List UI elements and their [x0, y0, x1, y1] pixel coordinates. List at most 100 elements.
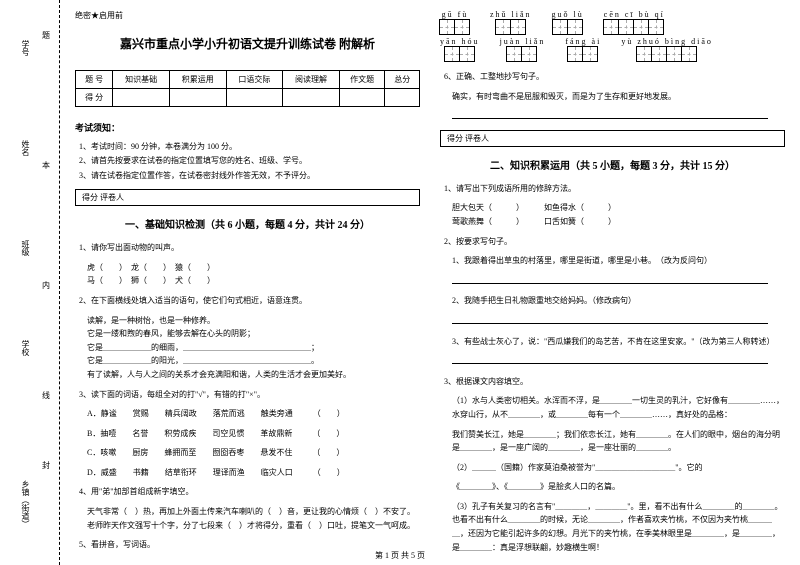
pinyin-section: gū fù zhǔ liǎn guǒ lù cēn cī bù qí yān hóu j…: [440, 10, 785, 64]
zone-label: 内: [42, 280, 50, 291]
char-boxes: [637, 46, 697, 62]
right-column: gū fù zhǔ liǎn guǒ lù cēn cī bù qí yān hóu j…: [440, 10, 785, 555]
answer-line: [440, 354, 785, 369]
pinyin-block: zhǔ liǎn: [490, 10, 532, 35]
s2q3-2: 我们赞美长江，她是＿＿＿＿；我们依恋长江，她有＿＿＿＿。在人们的眼中，烟台的海分…: [440, 428, 785, 455]
table-row: 题 号 知识基础 积累运用 口语交际 阅读理解 作文题 总分: [76, 71, 420, 89]
q3-row: B．抽噎 名誉 积劳成疾 司空见惯 革故鼎新 （ ）: [75, 427, 420, 441]
char-box: [521, 46, 537, 62]
q3-row: C．咳嗽 厨房 蜂拥而至 囫囵吞枣 悬发不住 （ ）: [75, 446, 420, 460]
main-content: 绝密★启用前 嘉兴市重点小学小升初语文提升训练试卷 附解析 题 号 知识基础 积…: [60, 0, 800, 565]
th: 知识基础: [113, 71, 170, 89]
char-box: [454, 19, 470, 35]
pinyin-text: juàn liǎn: [500, 37, 546, 46]
side-label-class: 班级: [20, 240, 31, 256]
pinyin-text: cēn cī bù qí: [604, 10, 665, 19]
s2q3-1: （1）水与人类密切相关。水浑而不浮，是＿＿＿＿一切生灵的乳汁，它好像有＿＿＿＿……: [440, 394, 785, 421]
answer-line: [440, 314, 785, 329]
page-footer: 第 1 页 共 5 页: [0, 550, 800, 561]
s2q3-3: （2）＿＿＿（国籍）作家莫泊桑被誉为"＿＿＿＿＿＿＿＿＿＿"。它的: [440, 461, 785, 475]
zone-label: 线: [42, 390, 50, 401]
side-label-school: 学校: [20, 340, 31, 356]
char-boxes: [568, 46, 598, 62]
notice-item: 2、请首先按要求在试卷的指定位置填写您的姓名、班级、学号。: [79, 154, 420, 168]
side-binding-area: 学号 题 姓名 本 班级 内 学校 线 乡镇（街道） 封: [0, 0, 60, 565]
char-boxes: [604, 19, 664, 35]
s2q3-5: （3）孔子有关复习的名言有"＿＿＿＿，＿＿＿＿"。里，看不出有什么＿＿＿＿的＿＿…: [440, 500, 785, 554]
pinyin-text: fáng ài: [565, 37, 601, 46]
s2q2: 2、按要求写句子。: [440, 235, 785, 249]
zone-label: 封: [42, 460, 50, 471]
notice-item: 1、考试时间：90 分钟，本卷满分为 100 分。: [79, 140, 420, 154]
pinyin-text: guǒ lù: [552, 10, 584, 19]
exam-title: 嘉兴市重点小学小升初语文提升训练试卷 附解析: [75, 35, 420, 52]
s2q1-items: 胆大包天（ ） 如鱼得水（ ） 莺歌燕舞（ ） 口舌如簧（ ）: [440, 201, 785, 228]
confidential-tag: 绝密★启用前: [75, 10, 420, 21]
s2q3: 3、根据课文内容填空。: [440, 375, 785, 389]
pinyin-row: yān hóu juàn liǎn fáng ài yù zhuó bìng diāo: [440, 37, 785, 62]
side-label-name: 姓名: [20, 140, 31, 156]
notice-head: 考试须知：: [75, 121, 420, 134]
char-box: [633, 19, 649, 35]
q3: 3、读下面的词语，每组全对的打"√"，有错的打"×"。: [75, 388, 420, 402]
char-box: [552, 19, 568, 35]
q1: 1、请你写出面动物的叫声。: [75, 241, 420, 255]
table-row: 得 分: [76, 89, 420, 107]
left-column: 绝密★启用前 嘉兴市重点小学小升初语文提升训练试卷 附解析 题 号 知识基础 积…: [75, 10, 420, 555]
section1-title: 一、基础知识检测（共 6 小题，每题 4 分，共计 24 分）: [75, 216, 420, 231]
zone-label: 本: [42, 160, 50, 171]
char-box: [666, 46, 682, 62]
notice-list: 1、考试时间：90 分钟，本卷满分为 100 分。 2、请首先按要求在试卷的指定…: [75, 140, 420, 183]
th: 口语交际: [226, 71, 283, 89]
char-box: [681, 46, 697, 62]
score-table: 题 号 知识基础 积累运用 口语交际 阅读理解 作文题 总分 得 分: [75, 70, 420, 107]
q4-text: 天气非常（ ）热，再加上外面土传来汽车喇叭的（ ）音，更让我的心情烦（ ）不安了…: [75, 505, 420, 532]
q2: 2、在下面横线处填入适当的语句，使它们句式相近，语意连贯。: [75, 294, 420, 308]
char-box: [618, 19, 634, 35]
pinyin-block: yù zhuó bìng diāo: [621, 37, 713, 62]
char-box: [459, 46, 475, 62]
side-label-id: 学号: [20, 40, 31, 56]
char-box: [506, 46, 522, 62]
char-boxes: [445, 46, 475, 62]
char-box: [439, 19, 455, 35]
pinyin-text: yù zhuó bìng diāo: [621, 37, 713, 46]
pinyin-text: gū fù: [442, 10, 469, 19]
pinyin-block: fáng ài: [565, 37, 601, 62]
s2q2b: 2、我随手把生日礼物跟重地交给妈妈。（修改病句）: [440, 294, 785, 308]
side-label-town: 乡镇（街道）: [20, 480, 31, 528]
pinyin-block: cēn cī bù qí: [604, 10, 665, 35]
q3-row: A．静谧 赏赐 精兵阔政 落荒而逃 触类旁通 （ ）: [75, 407, 420, 421]
s2q2a: 1、我跟着得出草虫的村落里，哪里是街道，哪里是小巷。 （改为反问句）: [440, 254, 785, 268]
char-boxes: [553, 19, 583, 35]
q6-text: 确实，有时弯曲不是屈服和毁灭，而是为了生存和更好地发展。: [440, 90, 785, 104]
char-box: [567, 19, 583, 35]
q3-row: D．威盛 书籍 结草衔环 理译而渔 临灾人口 （ ）: [75, 466, 420, 480]
q2-text: 读解，是一种树怡，也是一种修养。 它是一缕和煦的春风，能够去解在心头的阴影； 它…: [75, 314, 420, 382]
q4: 4、用"弟"加部首组成新字填空。: [75, 485, 420, 499]
score-box: 得分 评卷人: [440, 130, 785, 147]
th: 积累运用: [169, 71, 226, 89]
char-box: [582, 46, 598, 62]
char-box: [567, 46, 583, 62]
section2-title: 二、知识积累运用（共 5 小题，每题 3 分，共计 15 分）: [440, 157, 785, 172]
pinyin-block: gū fù: [440, 10, 470, 35]
pinyin-row: gū fù zhǔ liǎn guǒ lù cēn cī bù qí: [440, 10, 785, 35]
char-box: [603, 19, 619, 35]
char-box: [648, 19, 664, 35]
row-label: 得 分: [76, 89, 113, 107]
th: 题 号: [76, 71, 113, 89]
q1-items: 虎（ ） 龙（ ） 猿（ ） 马（ ） 狮（ ） 犬（ ）: [75, 261, 420, 288]
pinyin-text: yān hóu: [440, 37, 480, 46]
char-boxes: [496, 19, 526, 35]
s2q1: 1、请写出下列成语所用的修辞方法。: [440, 182, 785, 196]
s2q2c: 3、有些战士灰心了，说："西瓜嫌我们的岛艺苦，不肯在这里安家。"（改为第三人称转…: [440, 335, 785, 349]
pinyin-text: zhǔ liǎn: [490, 10, 532, 19]
pinyin-block: yān hóu: [440, 37, 480, 62]
th: 总分: [385, 71, 420, 89]
char-boxes: [440, 19, 470, 35]
char-boxes: [507, 46, 537, 62]
char-box: [651, 46, 667, 62]
char-box: [636, 46, 652, 62]
char-box: [444, 46, 460, 62]
